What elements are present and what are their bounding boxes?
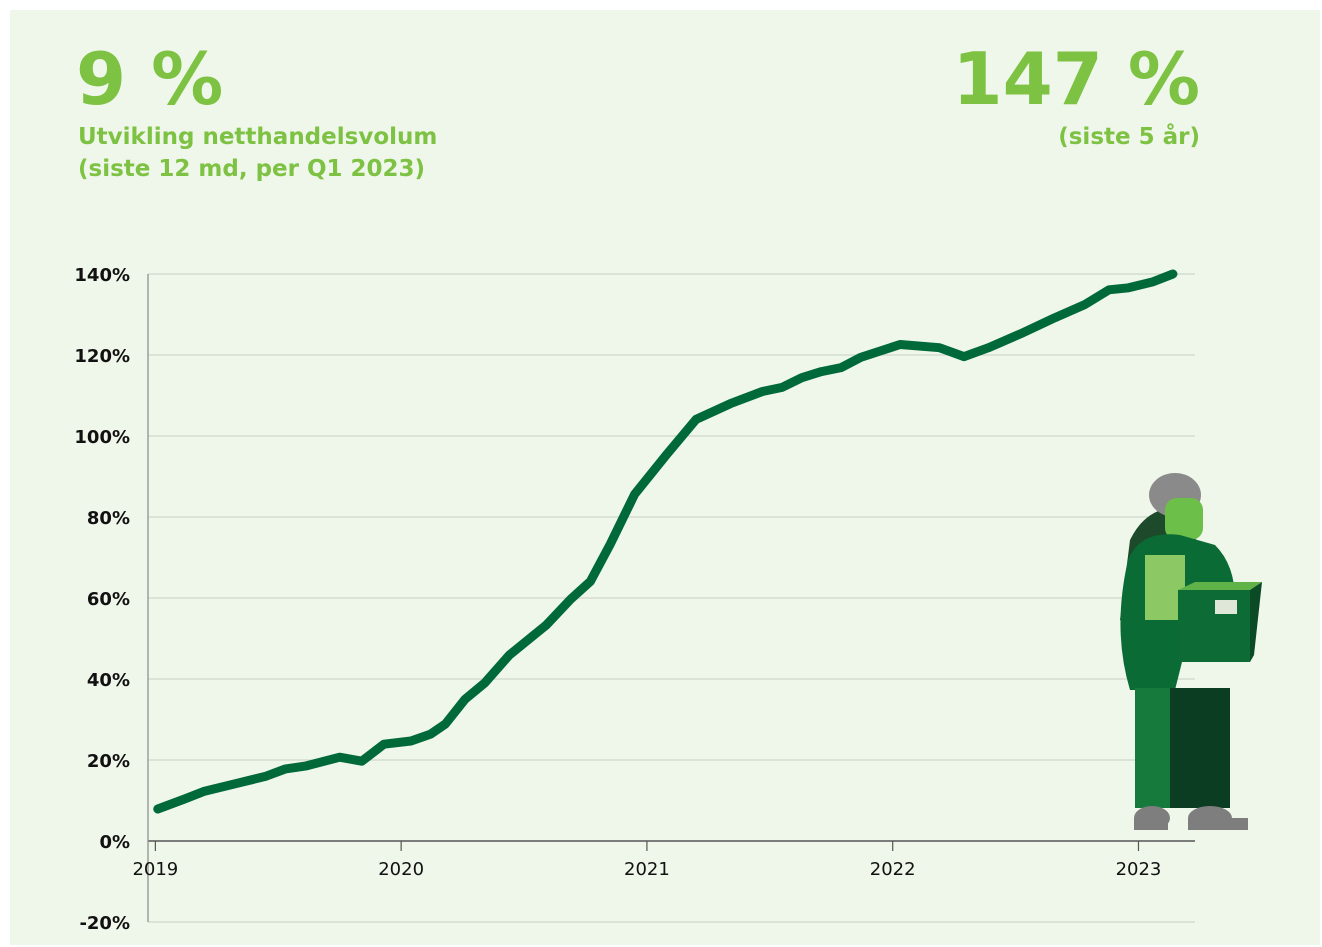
illustration [1120, 473, 1262, 830]
x-tick-label: 2019 [132, 859, 178, 880]
x-tick-label: 2021 [624, 859, 670, 880]
plot: -20% 0% 20% 40% 60% 80% 100% 120% 140% 2019 2020 20… [74, 265, 1195, 934]
x-tick-label: 2020 [378, 859, 424, 880]
y-tick-label: 100% [74, 427, 130, 448]
subtitle: (siste 12 md, per Q1 2023) [78, 156, 425, 182]
x-tick-label: 2022 [870, 859, 916, 880]
chart-title: 9 % [76, 37, 223, 121]
y-tick-label: 80% [87, 508, 130, 529]
annotation: 147 % [953, 37, 1201, 121]
x-tick-label: 2023 [1116, 859, 1162, 880]
panel [10, 10, 1320, 945]
y-tick-label: 140% [74, 265, 130, 286]
y-tick-label: 20% [87, 751, 130, 772]
line [153, 269, 1178, 814]
y-tick-label: 40% [87, 670, 130, 691]
y-tick-label: 60% [87, 589, 130, 610]
y-tick-label: 120% [74, 346, 130, 367]
y-tick-label: 0% [99, 832, 130, 853]
subtitle: Utvikling netthandelsvolum [78, 124, 437, 150]
annotation: (siste 5 år) [1058, 123, 1200, 150]
y-tick-label: -20% [79, 913, 130, 934]
